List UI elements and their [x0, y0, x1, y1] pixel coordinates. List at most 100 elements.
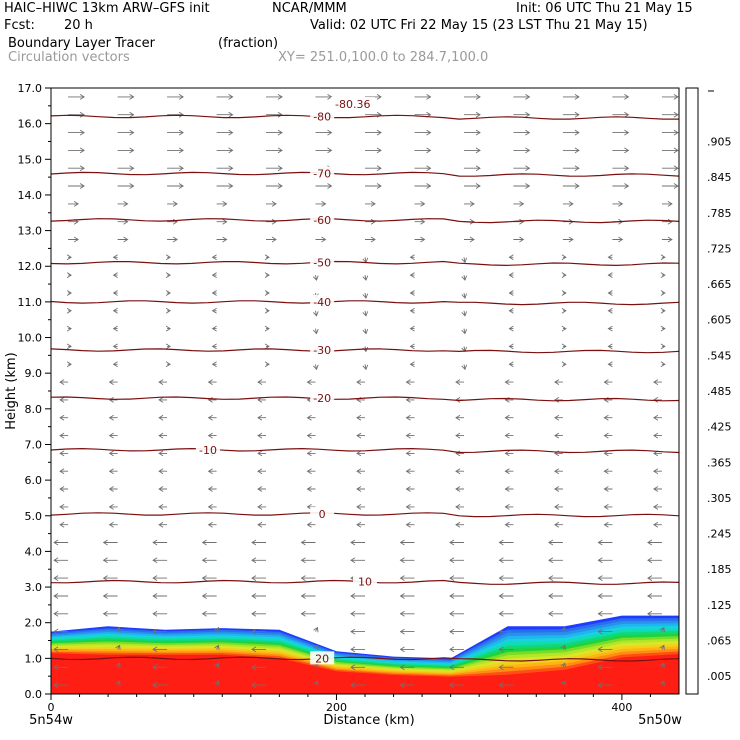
circulation-vector: [513, 236, 525, 243]
circulation-vector: [498, 539, 514, 546]
circulation-vector: [414, 236, 426, 243]
circulation-vector: [167, 129, 184, 136]
circulation-vector: [612, 111, 630, 118]
circulation-vector: [350, 593, 365, 599]
circulation-vector: [306, 450, 316, 457]
contour-label-bg: [330, 97, 375, 111]
contour-label: -10: [199, 444, 217, 457]
circulation-vector: [152, 557, 168, 564]
circulation-vector: [211, 343, 217, 350]
circulation-vector: [165, 307, 171, 314]
circulation-vector: [409, 343, 415, 350]
circulation-vector: [306, 414, 316, 421]
circulation-vector: [165, 272, 171, 278]
circulation-vector: [561, 290, 567, 296]
circulation-vector: [455, 504, 464, 510]
circulation-vector: [461, 310, 468, 317]
circulation-vector: [207, 521, 217, 528]
circulation-vector: [117, 236, 129, 243]
circulation-vector: [597, 682, 613, 688]
circulation-vector: [464, 236, 475, 243]
circulation-vector: [504, 504, 514, 510]
circulation-vector: [167, 165, 184, 172]
circulation-vector: [117, 147, 135, 154]
circulation-vector: [461, 292, 468, 299]
circulation-vector: [455, 521, 464, 528]
y-tick-label: 9.0: [25, 367, 43, 380]
circulation-vector: [266, 183, 283, 189]
circulation-vector: [112, 343, 118, 350]
circulation-vector: [300, 539, 316, 546]
circulation-vector: [216, 201, 228, 207]
circulation-vector: [59, 468, 69, 475]
circulation-vector: [513, 183, 531, 189]
circulation-vector: [167, 111, 184, 118]
circulation-vector: [653, 432, 662, 439]
x-left-location: 5n54w: [29, 713, 73, 728]
circulation-vector: [409, 290, 415, 296]
circulation-vector: [350, 628, 365, 635]
circulation-vector: [312, 364, 319, 371]
circulation-vector: [365, 147, 382, 154]
circulation-vector: [504, 468, 514, 475]
circulation-vector: [647, 557, 662, 564]
circulation-vector: [167, 147, 184, 154]
circulation-vector: [554, 468, 563, 475]
colorbar-label: .785: [707, 207, 732, 220]
circulation-vector: [653, 504, 662, 510]
circulation-vector: [216, 236, 228, 243]
circulation-vector: [498, 575, 514, 581]
circulation-vector: [257, 450, 266, 457]
circulation-vector: [603, 414, 613, 421]
circulation-vector: [560, 662, 566, 669]
circulation-vector: [449, 539, 464, 546]
circulation-vector: [211, 272, 217, 278]
circulation-vector: [216, 111, 234, 118]
circulation-vector: [68, 147, 85, 154]
circulation-vector: [647, 539, 662, 546]
circulation-vector: [464, 183, 481, 189]
circulation-vector: [313, 644, 319, 651]
circulation-vector: [660, 361, 666, 368]
colorbar-label: .425: [707, 421, 732, 434]
circulation-vector: [449, 664, 464, 671]
circulation-vector: [405, 486, 415, 492]
contour-label: -20: [313, 392, 331, 405]
circulation-vector: [409, 361, 415, 368]
circulation-vector: [266, 94, 283, 100]
circulation-vector: [461, 328, 468, 335]
model-title: HAIC–HIWC 13km ARW–GFS init: [4, 1, 210, 16]
circulation-vector: [508, 254, 514, 261]
circulation-vector: [449, 628, 464, 635]
circulation-vector: [464, 147, 481, 154]
temperature-contour: [51, 656, 679, 662]
circulation-vector: [216, 94, 234, 100]
circulation-vector: [201, 593, 217, 599]
circulation-vector: [257, 521, 266, 528]
circulation-vector: [53, 593, 69, 599]
circulation-vector: [504, 450, 514, 457]
circulation-vector: [548, 575, 563, 581]
y-tick-label: 4.0: [25, 545, 43, 558]
circulation-vector: [216, 218, 228, 225]
circulation-vector: [350, 610, 365, 617]
circulation-vector: [612, 236, 624, 243]
circulation-vector: [554, 414, 563, 421]
circulation-vector: [562, 147, 580, 154]
circulation-vector: [356, 450, 365, 457]
circulation-vector: [562, 183, 580, 189]
contour-label: -30: [313, 344, 331, 357]
circulation-vector: [68, 94, 85, 100]
circulation-vector: [508, 307, 514, 314]
circulation-vector: [660, 343, 666, 350]
circulation-vector: [365, 236, 376, 243]
circulation-vector: [201, 557, 217, 564]
circulation-vector: [513, 165, 531, 172]
circulation-vector: [214, 644, 220, 651]
circulation-vector: [504, 521, 514, 528]
circulation-vector: [257, 486, 266, 492]
circulation-vector: [102, 557, 118, 564]
circulation-vector: [350, 646, 365, 653]
circulation-vector: [211, 290, 217, 296]
circulation-vector: [158, 521, 168, 528]
